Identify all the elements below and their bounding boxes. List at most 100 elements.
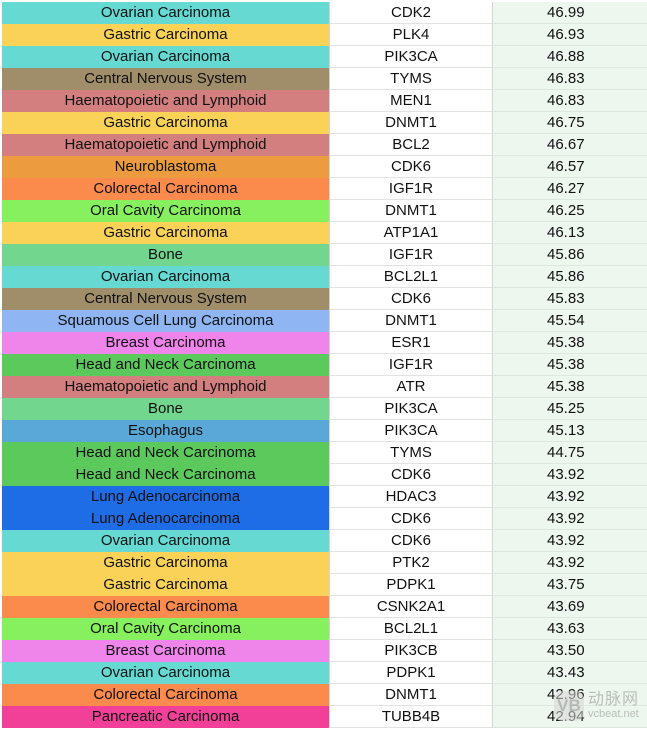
- score-cell: 46.27: [492, 178, 647, 200]
- score-cell: 45.25: [492, 398, 647, 420]
- table-row: Central Nervous System CDK6 45.83: [2, 288, 647, 310]
- gene-cell: DNMT1: [329, 200, 492, 222]
- gene-cell: TUBB4B: [329, 706, 492, 728]
- gene-cell: BCL2L1: [329, 618, 492, 640]
- cancer-type-cell: Lung Adenocarcinoma: [2, 486, 329, 508]
- gene-cell: DNMT1: [329, 310, 492, 332]
- score-cell: 46.83: [492, 90, 647, 112]
- cancer-type-cell: Oral Cavity Carcinoma: [2, 618, 329, 640]
- table-row: Colorectal Carcinoma CSNK2A1 43.69: [2, 596, 647, 618]
- score-cell: 46.67: [492, 134, 647, 156]
- score-cell: 43.92: [492, 552, 647, 574]
- score-cell: 43.92: [492, 508, 647, 530]
- cancer-type-cell: Lung Adenocarcinoma: [2, 508, 329, 530]
- cancer-type-cell: Gastric Carcinoma: [2, 574, 329, 596]
- score-cell: 45.86: [492, 244, 647, 266]
- cancer-type-cell: Ovarian Carcinoma: [2, 266, 329, 288]
- cancer-type-cell: Gastric Carcinoma: [2, 112, 329, 134]
- cancer-type-cell: Central Nervous System: [2, 68, 329, 90]
- score-cell: 43.92: [492, 464, 647, 486]
- table-row: Bone PIK3CA 45.25: [2, 398, 647, 420]
- score-cell: 46.93: [492, 24, 647, 46]
- cancer-type-cell: Gastric Carcinoma: [2, 222, 329, 244]
- score-cell: 45.38: [492, 354, 647, 376]
- gene-cell: PIK3CA: [329, 398, 492, 420]
- gene-cell: PTK2: [329, 552, 492, 574]
- gene-cell: CDK6: [329, 464, 492, 486]
- table-row: Lung Adenocarcinoma CDK6 43.92: [2, 508, 647, 530]
- cancer-type-cell: Gastric Carcinoma: [2, 552, 329, 574]
- cancer-type-cell: Ovarian Carcinoma: [2, 662, 329, 684]
- score-cell: 46.13: [492, 222, 647, 244]
- gene-cell: CDK6: [329, 288, 492, 310]
- table-row: Ovarian Carcinoma PIK3CA 46.88: [2, 46, 647, 68]
- gene-cell: PLK4: [329, 24, 492, 46]
- table-row: Pancreatic CarcinomaTUBB4B42.94: [2, 706, 647, 728]
- score-cell: 46.75: [492, 112, 647, 134]
- table-row: Oral Cavity Carcinoma DNMT1 46.25: [2, 200, 647, 222]
- gene-cell: PIK3CA: [329, 420, 492, 442]
- table-row: Ovarian Carcinoma PDPK1 43.43: [2, 662, 647, 684]
- score-cell: 43.69: [492, 596, 647, 618]
- table-row: Gastric Carcinoma DNMT1 46.75: [2, 112, 647, 134]
- watermark: VB 动脉网 vcbeat.net: [553, 690, 639, 721]
- table-row: Ovarian Carcinoma CDK2 46.99: [2, 2, 647, 24]
- cancer-type-cell: Colorectal Carcinoma: [2, 178, 329, 200]
- score-cell: 45.54: [492, 310, 647, 332]
- table-row: Oral Cavity Carcinoma BCL2L1 43.63: [2, 618, 647, 640]
- score-cell: 43.75: [492, 574, 647, 596]
- cancer-type-cell: Central Nervous System: [2, 288, 329, 310]
- table-row: Gastric Carcinoma PDPK1 43.75: [2, 574, 647, 596]
- table-row: Lung Adenocarcinoma HDAC3 43.92: [2, 486, 647, 508]
- table-row: Haematopoietic and Lymphoid BCL2 46.67: [2, 134, 647, 156]
- table-row: Gastric Carcinoma PTK2 43.92: [2, 552, 647, 574]
- watermark-chinese: 动脉网: [587, 690, 639, 708]
- table-row: Haematopoietic and Lymphoid ATR 45.38: [2, 376, 647, 398]
- table-row: Breast Carcinoma ESR1 45.38: [2, 332, 647, 354]
- score-cell: 44.75: [492, 442, 647, 464]
- cancer-type-cell: Head and Neck Carcinoma: [2, 464, 329, 486]
- cancer-type-cell: Head and Neck Carcinoma: [2, 442, 329, 464]
- table-row: Central Nervous System TYMS 46.83: [2, 68, 647, 90]
- score-cell: 45.83: [492, 288, 647, 310]
- gene-cell: DNMT1: [329, 112, 492, 134]
- table-row: Ovarian Carcinoma BCL2L1 45.86: [2, 266, 647, 288]
- cancer-type-cell: Colorectal Carcinoma: [2, 596, 329, 618]
- gene-cell: BCL2L1: [329, 266, 492, 288]
- cancer-type-cell: Ovarian Carcinoma: [2, 2, 329, 24]
- score-cell: 45.38: [492, 332, 647, 354]
- gene-cell: IGF1R: [329, 244, 492, 266]
- score-cell: 46.57: [492, 156, 647, 178]
- table-row: Gastric Carcinoma ATP1A1 46.13: [2, 222, 647, 244]
- cancer-type-cell: Haematopoietic and Lymphoid: [2, 90, 329, 112]
- table-row: Bone IGF1R 45.86: [2, 244, 647, 266]
- table-row: Haematopoietic and Lymphoid MEN1 46.83: [2, 90, 647, 112]
- gene-cell: CDK6: [329, 530, 492, 552]
- score-cell: 43.43: [492, 662, 647, 684]
- score-cell: 46.88: [492, 46, 647, 68]
- cancer-type-cell: Esophagus: [2, 420, 329, 442]
- gene-cell: CDK2: [329, 2, 492, 24]
- watermark-url: vcbeat.net: [587, 707, 639, 720]
- table-row: Squamous Cell Lung Carcinoma DNMT1 45.54: [2, 310, 647, 332]
- gene-cell: PDPK1: [329, 574, 492, 596]
- table-row: Esophagus PIK3CA 45.13: [2, 420, 647, 442]
- gene-cell: PDPK1: [329, 662, 492, 684]
- gene-cell: CSNK2A1: [329, 596, 492, 618]
- score-cell: 43.92: [492, 486, 647, 508]
- table-row: Head and Neck Carcinoma TYMS 44.75: [2, 442, 647, 464]
- gene-cell: HDAC3: [329, 486, 492, 508]
- gene-cell: ESR1: [329, 332, 492, 354]
- score-cell: 43.63: [492, 618, 647, 640]
- gene-cell: CDK6: [329, 508, 492, 530]
- cancer-type-cell: Oral Cavity Carcinoma: [2, 200, 329, 222]
- table-row: Head and Neck Carcinoma CDK6 43.92: [2, 464, 647, 486]
- cancer-type-cell: Gastric Carcinoma: [2, 24, 329, 46]
- cancer-type-cell: Ovarian Carcinoma: [2, 530, 329, 552]
- cancer-type-cell: Haematopoietic and Lymphoid: [2, 376, 329, 398]
- cancer-type-cell: Head and Neck Carcinoma: [2, 354, 329, 376]
- gene-cell: PIK3CA: [329, 46, 492, 68]
- vb-logo-icon: VB: [553, 691, 584, 721]
- gene-cell: CDK6: [329, 156, 492, 178]
